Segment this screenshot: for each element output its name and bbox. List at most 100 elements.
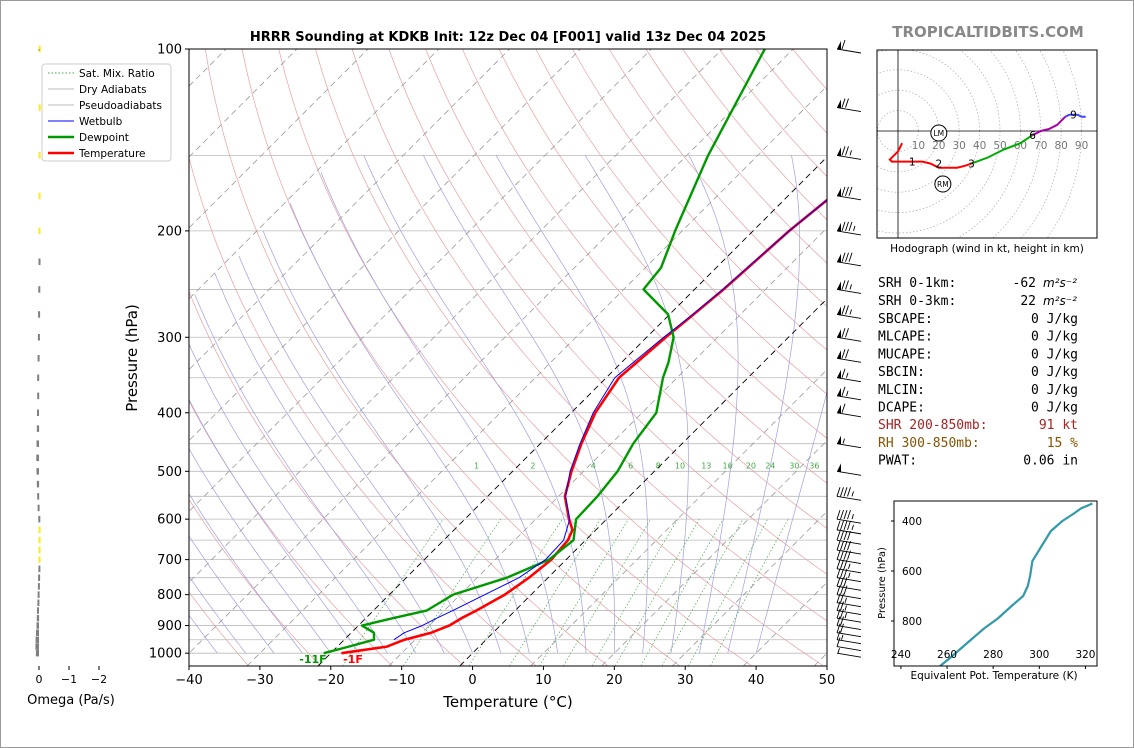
wind-barb: [836, 349, 862, 363]
omega-bar: [37, 493, 40, 500]
barb-full: [848, 252, 853, 262]
barb-full: [836, 568, 841, 578]
barb-full: [845, 98, 849, 108]
moist-adiabat: [289, 203, 530, 654]
omega-bar: [37, 334, 40, 341]
moist-adiabat: [727, 155, 801, 654]
barb-shaft: [836, 602, 862, 608]
barb-shaft: [836, 617, 862, 623]
chart-title: HRRR Sounding at KDKB Init: 12z Dec 04 […: [250, 30, 766, 45]
isotherm: [530, 369, 827, 666]
x-tick-label: 10: [535, 673, 552, 688]
wind-barb: [836, 531, 862, 545]
barb-half: [849, 150, 852, 156]
barb-full: [836, 520, 841, 531]
dry-adiabat: [189, 400, 393, 666]
barb-full: [840, 487, 844, 497]
moist-adiabat: [320, 172, 558, 654]
storm-motion-marker: [930, 124, 948, 142]
moist-adiabat: [189, 575, 246, 654]
barb-full: [845, 146, 849, 156]
barb-pennant: [837, 306, 841, 316]
omega-bar: [37, 409, 39, 416]
dry-adiabat: [608, 49, 827, 308]
dry-adiabat: [498, 49, 827, 439]
hodograph-ring-label: 90: [1075, 140, 1088, 152]
wind-barb: [836, 435, 862, 449]
barb-full: [843, 585, 848, 595]
dry-adiabat: [189, 591, 249, 666]
hodograph-ring-label: 70: [1034, 140, 1047, 152]
barb-full: [840, 531, 844, 541]
wind-barb: [836, 487, 862, 501]
barb-full: [845, 328, 849, 338]
moist-adiabat: [495, 155, 649, 654]
barb-full: [841, 349, 846, 359]
moist-adiabat: [423, 155, 616, 654]
hodograph-ring-label: 10: [912, 140, 925, 152]
omega-bar: [38, 526, 41, 534]
y-tick-label: 500: [157, 465, 182, 480]
mixing-ratio-label: 20: [746, 461, 756, 470]
wind-barb: [836, 616, 862, 630]
omega-bar: [38, 45, 41, 53]
wind-barb: [836, 186, 862, 201]
y-tick-label: 300: [157, 331, 182, 346]
barb-pennant: [837, 463, 841, 473]
omega-bar: [38, 515, 41, 523]
hodograph-ring-label: 80: [1055, 140, 1068, 152]
index-value: 91 kt: [1039, 418, 1078, 433]
barb-full: [843, 520, 848, 531]
barb-full: [848, 221, 853, 232]
surface-temperature-label: -1F: [343, 653, 363, 666]
mixing-ratio-line: [661, 519, 744, 666]
barb-full: [841, 146, 846, 156]
barb-full: [841, 386, 846, 396]
barb-half: [844, 613, 847, 619]
wind-barb: [836, 403, 862, 418]
dry-adiabat: [204, 49, 609, 666]
legend-label: Temperature: [78, 148, 146, 160]
srh-0-1km-label: SRH 0-1km:: [878, 276, 956, 291]
wind-barb: [836, 305, 862, 319]
mixing-ratio-label: 24: [765, 461, 775, 470]
x-tick-label: 0: [468, 673, 476, 688]
wind-barb: [836, 637, 862, 651]
dry-adiabat: [315, 49, 824, 666]
barb-half: [849, 309, 852, 315]
omega-bar: [37, 607, 39, 614]
sounding-indices: SRH 0-1km: -62 m²s⁻² SRH 0-3km: 22 m²s⁻² SBCAP…: [878, 276, 1078, 469]
mixing-ratio-label: 8: [656, 461, 661, 470]
y-tick-label: 200: [157, 224, 182, 239]
mixing-ratio-line: [614, 519, 700, 666]
mixing-ratio-label: 10: [675, 461, 685, 470]
omega-bar: [38, 311, 41, 318]
barb-full: [843, 487, 848, 497]
theta-x-tick-label: 280: [983, 649, 1003, 661]
index-label: SBCAPE:: [878, 312, 933, 327]
barb-pennant: [837, 435, 841, 445]
wind-barb: [836, 463, 862, 476]
wind-barb: [836, 520, 862, 535]
dewpoint-line: [323, 49, 766, 655]
barb-full: [840, 520, 844, 531]
index-label: RH 300-850mb:: [878, 436, 980, 451]
barb-shaft: [836, 585, 862, 591]
theta-x-tick-label: 240: [891, 649, 911, 661]
hodograph-ring-label: 60: [1014, 140, 1027, 152]
barb-pennant: [837, 387, 841, 397]
barb-full: [843, 510, 848, 520]
omega-bar: [36, 425, 40, 432]
hodograph-height-label: 2: [935, 159, 942, 171]
omega-x-axis-label: Omega (Pa/s): [27, 693, 115, 708]
hodograph-caption: Hodograph (wind in kt, height in km): [890, 243, 1084, 255]
index-value: 0.06 in: [1023, 454, 1078, 469]
omega-bar: [37, 599, 40, 606]
dry-adiabat: [189, 498, 321, 666]
wind-barb: [836, 648, 862, 658]
mixing-ratio-label: 4: [591, 461, 596, 470]
barb-pennant: [837, 41, 841, 50]
storm-motion-label: LM: [933, 129, 944, 138]
mixing-ratio-line: [509, 519, 601, 666]
